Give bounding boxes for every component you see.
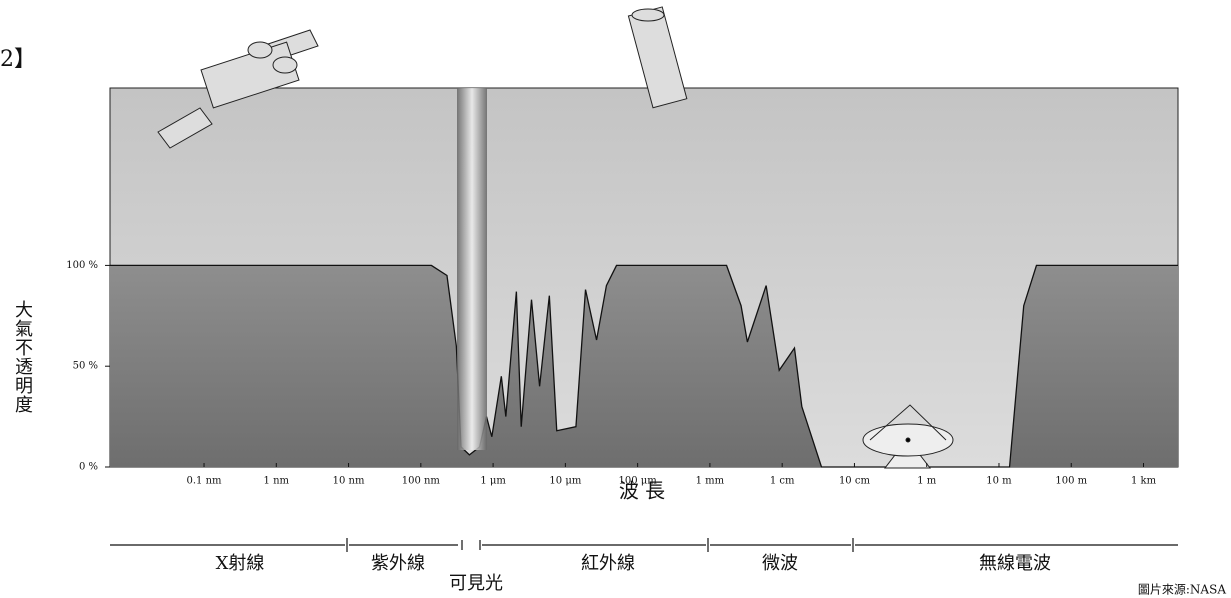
- x-tick-label: 1 μm: [480, 476, 506, 487]
- band-label: 可見光: [449, 573, 503, 594]
- band-label: 紅外線: [581, 553, 635, 574]
- chart: 2】 波 長 大氣不透明度 X射線 紫外線 可見光 紅外線 微波 無線電波 圖片…: [0, 0, 1231, 598]
- x-tick-label: 1 nm: [264, 476, 290, 487]
- source: 圖片來源:NASA: [1138, 583, 1226, 597]
- x-tick-label: 100 nm: [402, 476, 441, 487]
- band-label: X射線: [216, 553, 265, 574]
- x-tick-label: 1 cm: [770, 476, 795, 487]
- band-label: 無線電波: [979, 553, 1051, 574]
- y-tick-label: 0 %: [79, 462, 98, 473]
- x-tick-label: 100 m: [1055, 476, 1087, 487]
- figure-label: 2】: [0, 47, 36, 72]
- x-tick-label: 1 mm: [696, 476, 725, 487]
- x-tick-label: 0.1 nm: [187, 476, 223, 487]
- x-tick-label: 10 cm: [839, 476, 871, 487]
- band-arrows: [110, 538, 1178, 552]
- x-tick-label: 1 m: [917, 476, 937, 487]
- x-tick-label: 10 nm: [333, 476, 365, 487]
- x-tick-label: 10 m: [986, 476, 1012, 487]
- visible-light-band: [457, 88, 487, 450]
- x-tick-label: 10 μm: [549, 476, 581, 487]
- y-tick-label: 50 %: [73, 361, 98, 372]
- band-label: 微波: [762, 553, 798, 574]
- x-tick-label: 100 μm: [619, 476, 658, 487]
- y-tick-label: 100 %: [66, 260, 98, 271]
- band-label: 紫外線: [371, 553, 425, 574]
- x-tick-label: 1 km: [1131, 476, 1157, 487]
- y-axis-label: 大氣不透明度: [12, 300, 33, 414]
